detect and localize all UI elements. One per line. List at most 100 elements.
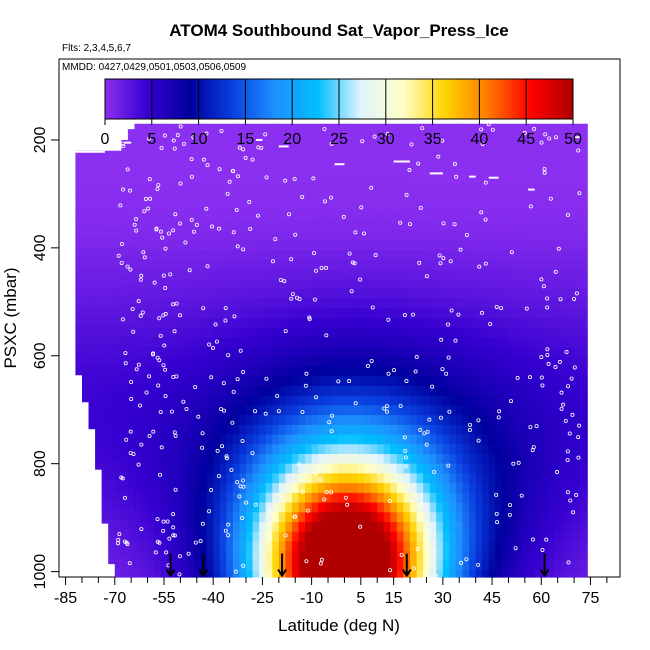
heatmap-cell (232, 531, 241, 542)
sample-point (173, 212, 178, 217)
heatmap-cell (226, 483, 234, 494)
heatmap-cell (285, 250, 293, 261)
heatmap-cell (186, 483, 195, 494)
heatmap-cell (167, 230, 175, 241)
heatmap-cell (383, 327, 391, 339)
heatmap-cell (246, 405, 254, 416)
sample-point (369, 185, 374, 190)
sample-point (387, 499, 392, 504)
heatmap-cell (482, 405, 490, 416)
sample-point (163, 246, 168, 251)
heatmap-cell (344, 434, 352, 445)
heatmap-cell (154, 288, 162, 300)
heatmap-cell (508, 541, 516, 552)
heatmap-cell (370, 191, 378, 203)
heatmap-cell (488, 415, 496, 426)
heatmap-cell (206, 463, 214, 474)
heatmap-cell (246, 133, 254, 144)
heatmap-cell (272, 356, 280, 368)
heatmap-cell (547, 288, 555, 300)
heatmap-cell (226, 230, 234, 241)
heatmap-cell (95, 325, 103, 336)
heatmap-cell (560, 298, 569, 309)
heatmap-cell (403, 385, 411, 397)
heatmap-cell (560, 182, 569, 193)
sample-point (161, 273, 166, 278)
heatmap-cell (298, 172, 306, 183)
heatmap-cell (186, 415, 195, 426)
heatmap-cell (567, 356, 575, 368)
colorbar-tick-label: 30 (377, 131, 395, 148)
heatmap-cell (219, 279, 227, 290)
heatmap-cell (265, 230, 273, 241)
heatmap-cell (390, 308, 398, 319)
heatmap-cell (291, 347, 300, 358)
heatmap-cell (200, 143, 208, 154)
heatmap-cell (357, 570, 365, 578)
heatmap-cell (410, 259, 418, 271)
heatmap-cell (311, 211, 319, 222)
heatmap-cell (482, 133, 490, 144)
heatmap-cell (534, 182, 542, 193)
heatmap-cell (265, 366, 273, 377)
heatmap-cell (436, 502, 444, 513)
heatmap-cell (219, 560, 227, 572)
sample-point (219, 407, 224, 412)
heatmap-cell (455, 143, 464, 154)
heatmap-cell (81, 160, 90, 171)
heatmap-cell (429, 551, 437, 562)
heatmap-cell (173, 531, 181, 542)
heatmap-cell (344, 162, 352, 173)
heatmap-cell (160, 415, 168, 426)
heatmap-cell (574, 356, 582, 368)
heatmap-cell (101, 247, 109, 259)
heatmap-cell (127, 177, 136, 189)
heatmap-cell (173, 385, 181, 397)
heatmap-cell (193, 502, 201, 513)
heatmap-cell (337, 560, 346, 572)
heatmap-cell (206, 376, 214, 387)
heatmap-cell (127, 420, 136, 431)
heatmap-cell (469, 152, 477, 164)
sample-point (163, 394, 168, 399)
sample-point (237, 494, 242, 499)
heatmap-cell (186, 337, 195, 348)
heatmap-cell (246, 201, 254, 212)
heatmap-cell (410, 318, 418, 329)
heatmap-cell (226, 560, 234, 572)
heatmap-cell (442, 473, 451, 484)
heatmap-cell (167, 502, 175, 513)
heatmap-cell (344, 220, 352, 232)
heatmap-cell (350, 162, 359, 173)
heatmap-cell (528, 123, 536, 135)
heatmap-cell (239, 385, 247, 397)
heatmap-cell (416, 318, 424, 329)
heatmap-cell (81, 209, 90, 220)
heatmap-cell (219, 434, 227, 445)
heatmap-cell (403, 143, 411, 154)
heatmap-cell (554, 405, 562, 416)
heatmap-cell (147, 143, 155, 154)
heatmap-cell (350, 152, 359, 164)
heatmap-cell (331, 424, 339, 436)
heatmap-cell (252, 492, 260, 504)
heatmap-cell (160, 551, 168, 562)
heatmap-cell (114, 480, 122, 492)
heatmap-cell (167, 531, 175, 542)
heatmap-cell (541, 492, 549, 504)
heatmap-cell (521, 492, 529, 504)
heatmap-cell (331, 347, 339, 358)
heatmap-cell (528, 415, 536, 426)
heatmap-cell (331, 172, 339, 183)
sample-point (123, 361, 128, 366)
heatmap-cell (436, 483, 444, 494)
heatmap-cell (580, 172, 588, 183)
heatmap-cell (246, 191, 254, 203)
heatmap-cell (560, 395, 569, 407)
heatmap-cell (285, 133, 293, 144)
heatmap-cell (160, 405, 168, 416)
heatmap-cell (232, 385, 241, 397)
heatmap-cell (344, 453, 352, 465)
heatmap-cell (305, 327, 313, 339)
heatmap-cell (574, 395, 582, 407)
